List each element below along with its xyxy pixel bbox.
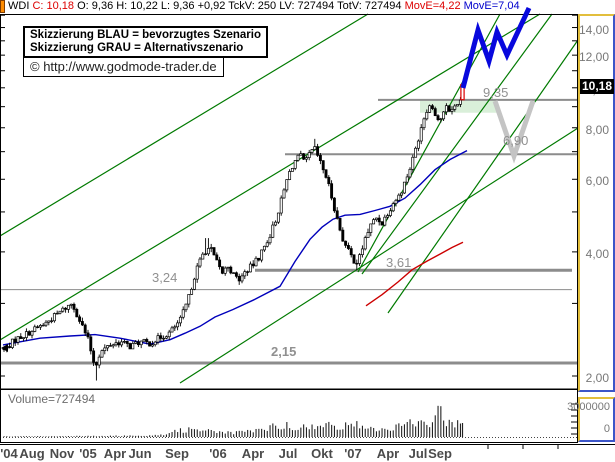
level-label-324: 3,24 [152,270,178,285]
level-label-935: 9,35 [483,85,509,100]
mov-average-red-value: MovE=4,22 [404,0,461,12]
time-axis: '04 Aug Nov '05 Apr Jun Sep '06 Apr Jul Okt '07 Apr J… [0,445,615,462]
copyright-box: © http://www.godmode-trader.de [23,57,224,77]
volume-indicator-label: Volume=727494 [8,392,96,406]
time-axis-label: Sep [428,446,452,461]
symbol-label: WDI [8,0,30,12]
level-label-690: 6,90 [503,133,529,148]
price-axis-label: 12,00 [578,50,609,65]
time-axis-label: Sep [165,446,189,461]
price-axis-label: 14,00 [578,22,609,37]
price-axis-label: 2,00 [585,371,609,385]
time-axis-label: Okt [311,446,333,461]
level-label-215: 2,15 [271,344,297,359]
time-axis-label: Jul [408,446,428,461]
time-axis-label: Apr [103,446,127,461]
corner-marker-icon [0,0,5,13]
scenario-blue-note: Skizzierung BLAU = bevorzugtes Szenario [30,29,262,41]
volume-axis-zero-label: 0 [603,423,610,435]
time-axis-label: Nov [49,446,75,461]
mov-average-blue-value: MovE=7,04 [463,0,520,12]
volume-axis-max-label: 3000000 [567,401,610,413]
time-axis-label: Apr [376,446,400,461]
level-label-361: 3,61 [386,255,412,270]
ohlc-values: O: 9,36 H: 10,22 L: 9,36 +0,92 TckV: 250… [77,0,402,12]
time-axis-label: '07 [344,446,362,461]
time-axis-label: Jul [278,446,298,461]
time-axis-label: '04 [0,446,18,461]
time-axis-label: '06 [209,446,227,461]
volume-axis-panel: 3000000 0 [567,397,615,442]
current-price-badge: 10,18 [580,78,614,94]
price-axis-label: 4,00 [585,246,609,261]
time-axis-label: Jun [128,446,152,461]
time-axis-label: Aug [19,446,45,461]
price-axis-label: 8,00 [585,122,609,137]
scenario-gray-note: Skizzierung GRAU = Alternativszenario [30,42,244,54]
copyright-text: © http://www.godmode-trader.de [30,59,217,74]
time-axis-label: '05 [79,446,97,461]
scenario-note-box: Skizzierung BLAU = bevorzugtes Szenario … [23,26,269,58]
quote-header: WDI C: 10,18 O: 9,36 H: 10,22 L: 9,36 +0… [8,0,615,14]
close-value: C: 10,18 [32,0,75,12]
price-axis-label: 6,00 [585,174,609,189]
time-axis-label: Apr [241,446,265,461]
